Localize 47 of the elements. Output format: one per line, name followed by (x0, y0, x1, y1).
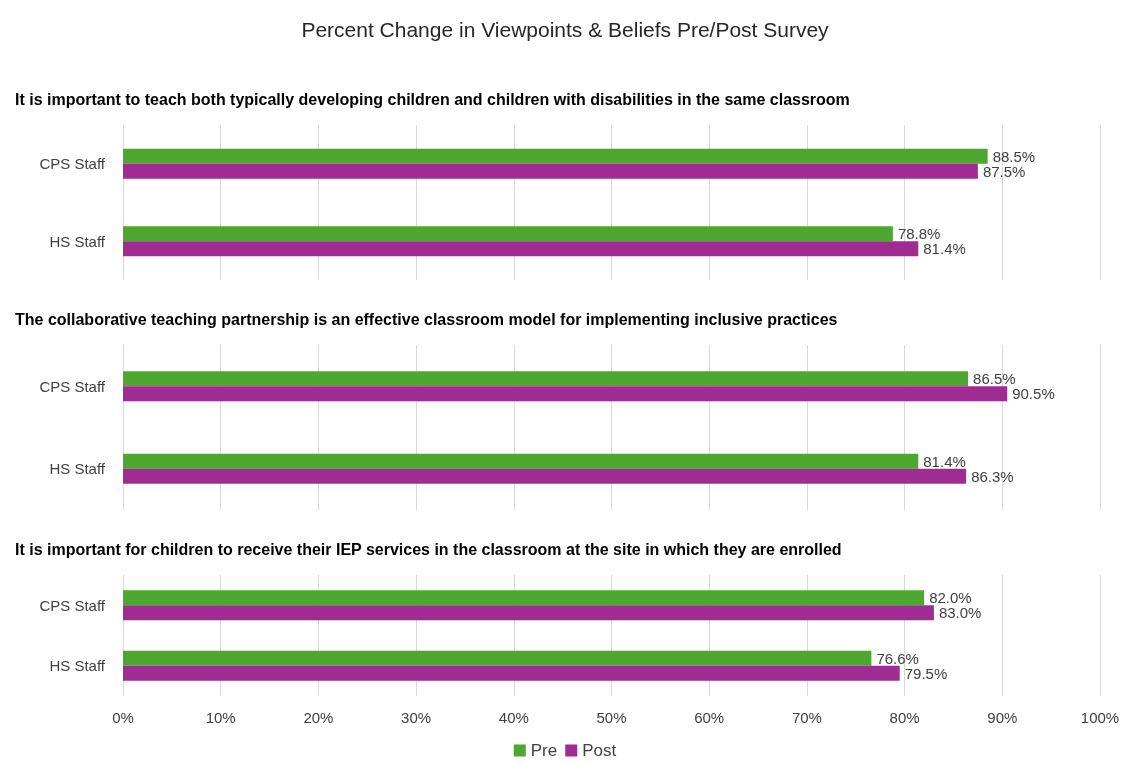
data-label: 83.0% (938, 604, 982, 622)
x-tick-label: 50% (596, 709, 627, 726)
x-tick-label: 0% (112, 709, 134, 726)
bar (123, 665, 900, 681)
data-label: 78.8% (897, 225, 941, 243)
data-label: 86.3% (971, 467, 1014, 485)
bar (123, 453, 919, 469)
x-tick-label: 20% (303, 709, 334, 726)
data-label: 88.5% (992, 147, 1036, 165)
chart-title: Percent Change in Viewpoints & Beliefs Pre/Post Survey (301, 18, 830, 41)
data-label: 87.5% (982, 162, 1026, 180)
x-tick-label: 10% (205, 709, 236, 726)
legend-label: Pre (530, 741, 558, 760)
data-label: 76.6% (876, 649, 919, 667)
data-label: 82.0% (929, 589, 972, 607)
bar (123, 650, 872, 666)
x-tick-label: 30% (401, 709, 432, 726)
bar (123, 226, 893, 242)
data-label: 90.5% (1012, 385, 1055, 403)
bar (123, 241, 919, 257)
y-tick-label: CPS Staff (39, 596, 106, 614)
chart-subtitle: It is important for children to receive their IEP services in the classroom at the site in which they are enrolled (15, 540, 842, 558)
x-tick-label: 40% (498, 709, 529, 726)
data-label: 81.4% (923, 452, 966, 470)
legend-label: Post (582, 741, 617, 760)
y-tick-label: HS Staff (49, 460, 106, 478)
bar (123, 590, 925, 606)
x-tick-label: 90% (987, 709, 1018, 726)
data-label: 86.5% (973, 370, 1016, 388)
x-tick-label: 60% (694, 709, 725, 726)
y-tick-label: HS Staff (49, 232, 106, 250)
bar (123, 163, 978, 179)
y-tick-label: CPS Staff (39, 377, 106, 395)
y-tick-label: CPS Staff (39, 155, 106, 173)
bar (123, 386, 1008, 402)
y-tick-label: HS Staff (49, 657, 106, 675)
x-tick-label: 100% (1080, 709, 1120, 726)
chart-subtitle: The collaborative teaching partnership is an effective classroom model for implementing inclusive practices (15, 310, 838, 328)
data-label: 81.4% (923, 240, 966, 258)
bar (123, 605, 934, 621)
bar (123, 371, 969, 387)
x-tick-label: 80% (889, 709, 920, 726)
bar (123, 148, 988, 164)
data-label: 79.5% (904, 664, 948, 682)
x-tick-label: 70% (791, 709, 822, 726)
bar (123, 468, 967, 484)
chart-subtitle: It is important to teach both typically developing children and children with disabilities in the same classroom (15, 90, 850, 108)
